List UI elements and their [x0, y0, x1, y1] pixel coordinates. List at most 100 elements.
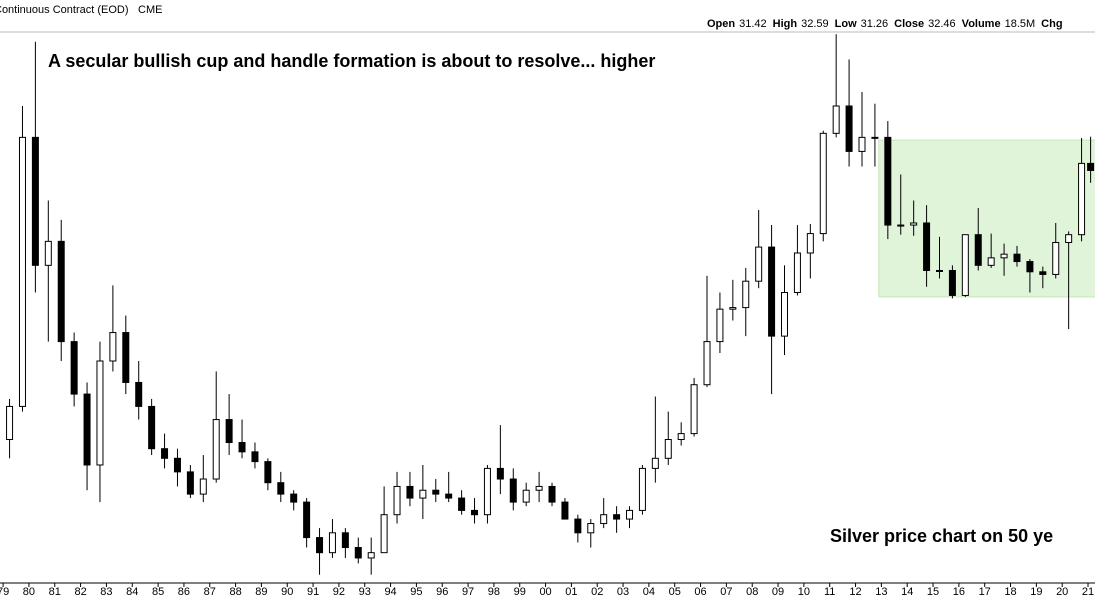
- candle-body: [638, 467, 646, 511]
- candle-body: [910, 222, 918, 226]
- candle-body: [522, 489, 530, 503]
- x-tick-label: 85: [152, 586, 164, 598]
- candle-body: [535, 485, 543, 491]
- candle-body: [186, 471, 194, 495]
- x-tick-label: 95: [410, 586, 422, 598]
- candle-body: [742, 280, 750, 309]
- readout-value: 31.42: [739, 18, 767, 30]
- x-tick-label: 17: [979, 586, 991, 598]
- candle-body: [70, 341, 78, 395]
- candle-body: [613, 514, 621, 520]
- x-tick-label: 09: [772, 586, 784, 598]
- readout-label: Volume: [962, 18, 1001, 30]
- candle-body: [251, 451, 259, 463]
- candle-body: [1052, 241, 1060, 275]
- candle-body: [277, 482, 285, 495]
- candle-body: [1039, 271, 1047, 275]
- x-tick-label: 07: [720, 586, 732, 598]
- candle-body: [768, 246, 776, 337]
- candle-body: [961, 234, 969, 296]
- candle-body: [419, 489, 427, 499]
- candle-body: [264, 461, 272, 484]
- candle-body: [509, 478, 517, 503]
- readout-label: High: [773, 18, 798, 30]
- readout-label: Close: [894, 18, 924, 30]
- candle-body: [316, 537, 324, 554]
- candle-body: [212, 419, 220, 480]
- x-tick-label: 03: [617, 586, 629, 598]
- x-tick-label: 04: [643, 586, 655, 598]
- candle-body: [793, 252, 801, 294]
- candle-body: [845, 105, 853, 152]
- candle-body: [44, 240, 52, 266]
- candle-body: [664, 439, 672, 459]
- annotation: Silver price chart on 50 ye: [830, 526, 1053, 546]
- candle-body: [948, 269, 956, 296]
- candle-body: [651, 457, 659, 469]
- candle-body: [380, 514, 388, 554]
- candle-body: [819, 132, 827, 235]
- candle-body: [935, 269, 943, 272]
- candle-body: [755, 246, 763, 282]
- candle-body: [367, 552, 375, 559]
- candle-body: [781, 292, 789, 337]
- readout-value: 32.46: [928, 18, 956, 30]
- candle-body: [561, 501, 569, 520]
- readout-label: Low: [835, 18, 857, 30]
- x-tick-label: 81: [49, 586, 61, 598]
- candle-body: [483, 467, 491, 516]
- x-tick-label: 98: [488, 586, 500, 598]
- candle-body: [18, 136, 26, 407]
- candle-body: [729, 307, 737, 310]
- x-tick-label: 11: [824, 586, 835, 598]
- candle-body: [109, 332, 117, 362]
- candle-body: [161, 448, 169, 459]
- candle-body: [354, 547, 362, 559]
- candle-body: [290, 493, 298, 503]
- candle-body: [432, 489, 440, 495]
- x-tick-label: 19: [1030, 586, 1042, 598]
- source: Continuous Contract (EOD): [0, 4, 129, 16]
- x-tick-label: 16: [953, 586, 965, 598]
- x-tick-label: 01: [565, 586, 577, 598]
- candle-body: [96, 360, 104, 466]
- exchange: CME: [138, 4, 162, 16]
- candle-body: [471, 509, 479, 516]
- candle-body: [6, 405, 14, 441]
- candle-body: [716, 308, 724, 343]
- candle-body: [548, 485, 556, 503]
- x-tick-label: 08: [746, 586, 758, 598]
- candle-body: [897, 224, 905, 227]
- candle-body: [1078, 162, 1086, 236]
- candle-body: [858, 136, 866, 152]
- candle-body: [677, 433, 685, 441]
- candle-body: [445, 493, 453, 499]
- x-tick-label: 14: [901, 586, 913, 598]
- candle-body: [57, 240, 65, 343]
- x-tick-label: 91: [307, 586, 319, 598]
- candle-body: [1065, 234, 1073, 243]
- x-tick-label: 88: [229, 586, 241, 598]
- x-tick-label: 00: [539, 586, 551, 598]
- candle-body: [148, 405, 156, 450]
- candle-body: [341, 532, 349, 549]
- x-tick-label: 84: [126, 586, 138, 598]
- candle-body: [83, 393, 91, 466]
- candle-body: [135, 381, 143, 407]
- x-tick-label: 93: [359, 586, 371, 598]
- x-tick-label: 86: [178, 586, 190, 598]
- x-tick-label: 10: [798, 586, 810, 598]
- x-tick-label: 20: [1056, 586, 1068, 598]
- x-tick-label: 13: [875, 586, 887, 598]
- x-tick-label: 96: [436, 586, 448, 598]
- candle-body: [987, 257, 995, 266]
- readout-label: Open: [707, 18, 735, 30]
- x-tick-label: 82: [74, 586, 86, 598]
- candle-body: [587, 523, 595, 534]
- candle-body: [496, 467, 504, 480]
- candle-body: [303, 501, 311, 539]
- x-tick-label: 18: [1004, 586, 1016, 598]
- candle-body: [1087, 162, 1095, 171]
- x-tick-label: 12: [849, 586, 861, 598]
- candle-body: [626, 509, 634, 520]
